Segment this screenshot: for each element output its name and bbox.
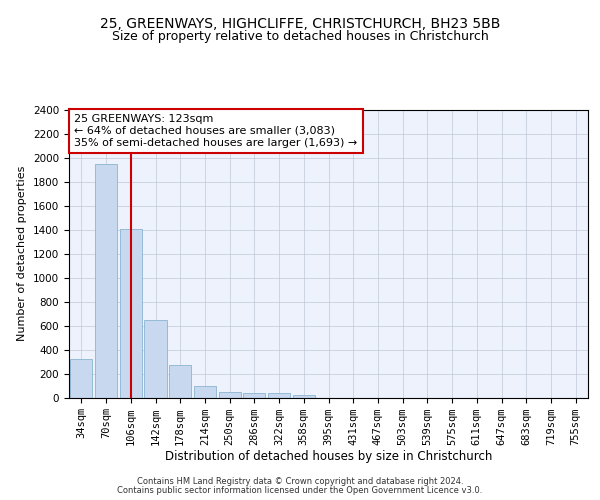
Text: Contains public sector information licensed under the Open Government Licence v3: Contains public sector information licen… [118, 486, 482, 495]
Text: Size of property relative to detached houses in Christchurch: Size of property relative to detached ho… [112, 30, 488, 43]
Bar [218, 392, 241, 398]
Bar [194, 386, 216, 398]
Text: Contains HM Land Registry data © Crown copyright and database right 2024.: Contains HM Land Registry data © Crown c… [137, 477, 463, 486]
Y-axis label: Number of detached properties: Number of detached properties [17, 166, 28, 342]
Bar [268, 394, 290, 398]
Text: 25 GREENWAYS: 123sqm
← 64% of detached houses are smaller (3,083)
35% of semi-de: 25 GREENWAYS: 123sqm ← 64% of detached h… [74, 114, 358, 148]
Bar [169, 364, 191, 398]
Bar [145, 320, 167, 398]
Bar [70, 358, 92, 398]
X-axis label: Distribution of detached houses by size in Christchurch: Distribution of detached houses by size … [165, 450, 492, 464]
Bar [243, 392, 265, 398]
Bar [95, 164, 117, 398]
Bar [119, 228, 142, 398]
Text: 25, GREENWAYS, HIGHCLIFFE, CHRISTCHURCH, BH23 5BB: 25, GREENWAYS, HIGHCLIFFE, CHRISTCHURCH,… [100, 18, 500, 32]
Bar [293, 394, 315, 398]
